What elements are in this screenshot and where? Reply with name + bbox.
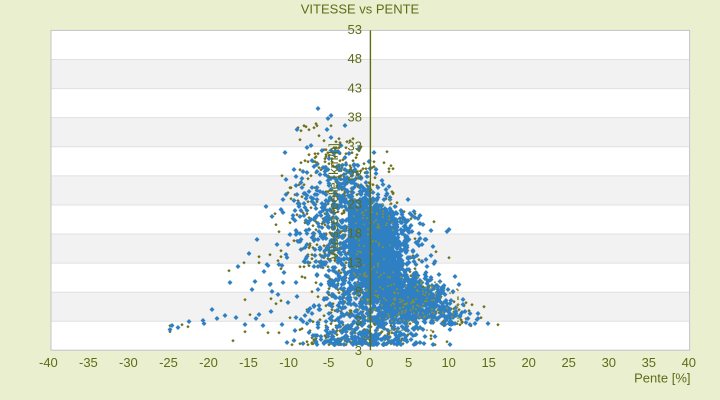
svg-text:38: 38 <box>348 109 362 124</box>
svg-text:-35: -35 <box>79 355 98 370</box>
svg-text:-40: -40 <box>39 355 58 370</box>
svg-text:13: 13 <box>348 255 362 270</box>
svg-text:10: 10 <box>441 355 455 370</box>
svg-text:30: 30 <box>602 355 616 370</box>
svg-text:40: 40 <box>682 355 696 370</box>
svg-text:53: 53 <box>348 22 362 37</box>
svg-text:25: 25 <box>561 355 575 370</box>
svg-text:8: 8 <box>355 284 362 299</box>
svg-text:-5: -5 <box>323 355 335 370</box>
svg-text:3: 3 <box>355 343 362 358</box>
svg-text:23: 23 <box>348 197 362 212</box>
svg-text:33: 33 <box>348 138 362 153</box>
svg-text:43: 43 <box>348 80 362 95</box>
svg-text:28: 28 <box>348 168 362 183</box>
svg-text:15: 15 <box>481 355 495 370</box>
svg-text:20: 20 <box>521 355 535 370</box>
svg-text:5: 5 <box>405 355 412 370</box>
svg-text:Vitesse reelle [km/h]: Vitesse reelle [km/h] <box>326 143 341 260</box>
svg-text:-10: -10 <box>279 355 298 370</box>
svg-text:-20: -20 <box>199 355 218 370</box>
svg-text:18: 18 <box>348 226 362 241</box>
svg-text:48: 48 <box>348 51 362 66</box>
svg-text:-25: -25 <box>159 355 178 370</box>
svg-text:0: 0 <box>366 355 373 370</box>
svg-text:Pente [%]: Pente [%] <box>634 371 690 386</box>
svg-text:35: 35 <box>642 355 656 370</box>
svg-text:VITESSE vs PENTE: VITESSE vs PENTE <box>301 2 420 17</box>
svg-text:3: 3 <box>355 313 362 328</box>
svg-text:-15: -15 <box>239 355 258 370</box>
svg-text:-30: -30 <box>119 355 138 370</box>
